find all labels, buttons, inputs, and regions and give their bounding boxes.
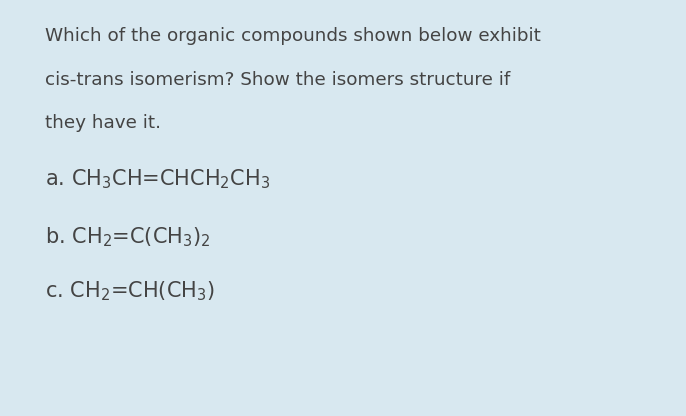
Text: c. CH$_2$=CH(CH$_3$): c. CH$_2$=CH(CH$_3$) — [45, 280, 214, 303]
Text: Which of the organic compounds shown below exhibit: Which of the organic compounds shown bel… — [45, 27, 541, 45]
Text: they have it.: they have it. — [45, 114, 161, 132]
Text: cis-trans isomerism? Show the isomers structure if: cis-trans isomerism? Show the isomers st… — [45, 71, 510, 89]
Text: a. CH$_3$CH=CHCH$_2$CH$_3$: a. CH$_3$CH=CHCH$_2$CH$_3$ — [45, 167, 270, 191]
Text: b. CH$_2$=C(CH$_3$)$_2$: b. CH$_2$=C(CH$_3$)$_2$ — [45, 225, 211, 249]
